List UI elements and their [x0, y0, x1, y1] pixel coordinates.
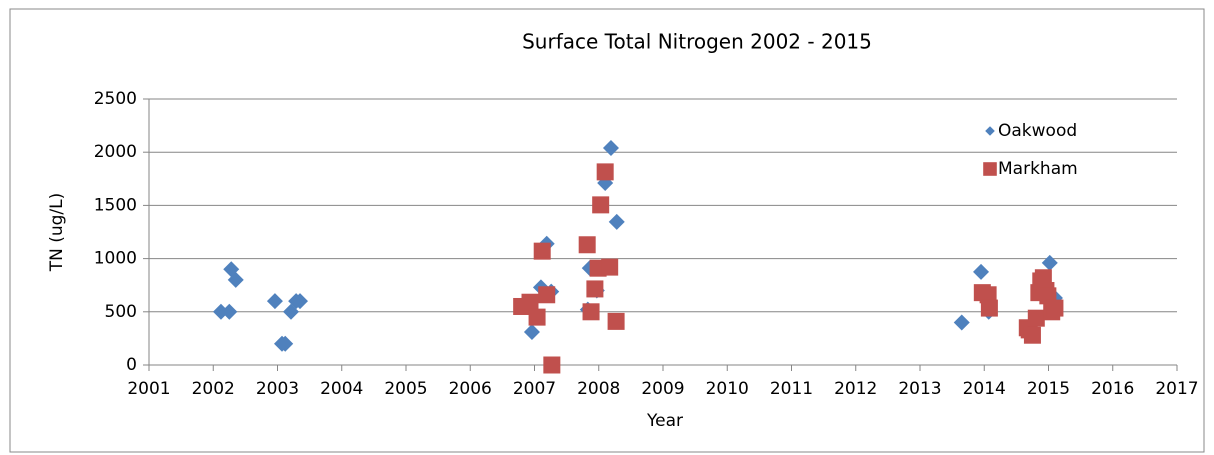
- x-tick-label: 2006: [449, 379, 492, 399]
- data-point: [979, 286, 997, 304]
- data-point: [1027, 309, 1045, 327]
- y-tick-label: 1500: [94, 195, 137, 215]
- x-tick-label: 2014: [963, 379, 1006, 399]
- data-point: [1023, 326, 1041, 344]
- legend-marker: [985, 126, 995, 136]
- data-point: [578, 236, 596, 254]
- data-point: [523, 324, 540, 341]
- x-axis-title: Year: [646, 411, 683, 431]
- data-point: [601, 258, 619, 276]
- x-tick-label: 2015: [1027, 379, 1070, 399]
- y-tick-label: 1000: [94, 249, 137, 269]
- data-point: [608, 213, 625, 230]
- x-tick-label: 2009: [641, 379, 684, 399]
- data-point: [586, 280, 604, 298]
- legend-marker: [983, 162, 997, 176]
- data-point: [980, 299, 998, 317]
- y-tick-label: 500: [105, 302, 137, 322]
- y-tick-label: 2500: [94, 89, 137, 109]
- legend-label: Oakwood: [998, 121, 1077, 141]
- data-point: [533, 242, 551, 260]
- data-point: [538, 286, 556, 304]
- data-point: [607, 312, 625, 330]
- data-point: [1046, 299, 1064, 317]
- y-tick-label: 0: [126, 355, 137, 375]
- data-point: [277, 335, 294, 352]
- chart-title: Surface Total Nitrogen 2002 - 2015: [522, 30, 872, 54]
- data-point: [953, 314, 970, 331]
- x-tick-label: 2004: [320, 379, 363, 399]
- x-tick-label: 2008: [577, 379, 620, 399]
- data-point: [582, 303, 600, 321]
- x-tick-label: 2010: [706, 379, 749, 399]
- data-point: [212, 303, 229, 320]
- x-tick-label: 2017: [1155, 379, 1198, 399]
- data-point: [602, 139, 619, 156]
- data-point: [521, 293, 539, 311]
- x-tick-label: 2002: [192, 379, 235, 399]
- x-tick-label: 2005: [384, 379, 427, 399]
- x-tick-label: 2016: [1091, 379, 1134, 399]
- data-point: [1041, 254, 1058, 271]
- x-tick-label: 2001: [127, 379, 170, 399]
- x-tick-label: 2007: [513, 379, 556, 399]
- data-point: [1034, 269, 1052, 287]
- data-point: [227, 271, 244, 288]
- x-tick-label: 2011: [770, 379, 813, 399]
- data-point: [266, 293, 283, 310]
- y-tick-label: 2000: [94, 142, 137, 162]
- data-point: [221, 303, 238, 320]
- legend-label: Markham: [998, 159, 1078, 179]
- y-axis-title: TN (ug/L): [47, 193, 67, 273]
- data-point: [596, 163, 614, 181]
- x-tick-label: 2013: [898, 379, 941, 399]
- data-point: [291, 293, 308, 310]
- x-tick-label: 2012: [834, 379, 877, 399]
- chart-border: [9, 8, 1205, 453]
- data-point: [592, 196, 610, 214]
- x-tick-label: 2003: [256, 379, 299, 399]
- data-point: [528, 308, 546, 326]
- data-point: [543, 356, 561, 374]
- data-point: [973, 263, 990, 280]
